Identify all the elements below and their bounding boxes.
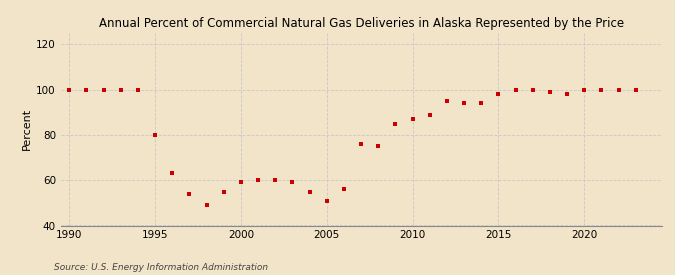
Title: Annual Percent of Commercial Natural Gas Deliveries in Alaska Represented by the: Annual Percent of Commercial Natural Gas… — [99, 17, 624, 31]
Text: Source: U.S. Energy Information Administration: Source: U.S. Energy Information Administ… — [54, 263, 268, 272]
Y-axis label: Percent: Percent — [22, 108, 32, 150]
